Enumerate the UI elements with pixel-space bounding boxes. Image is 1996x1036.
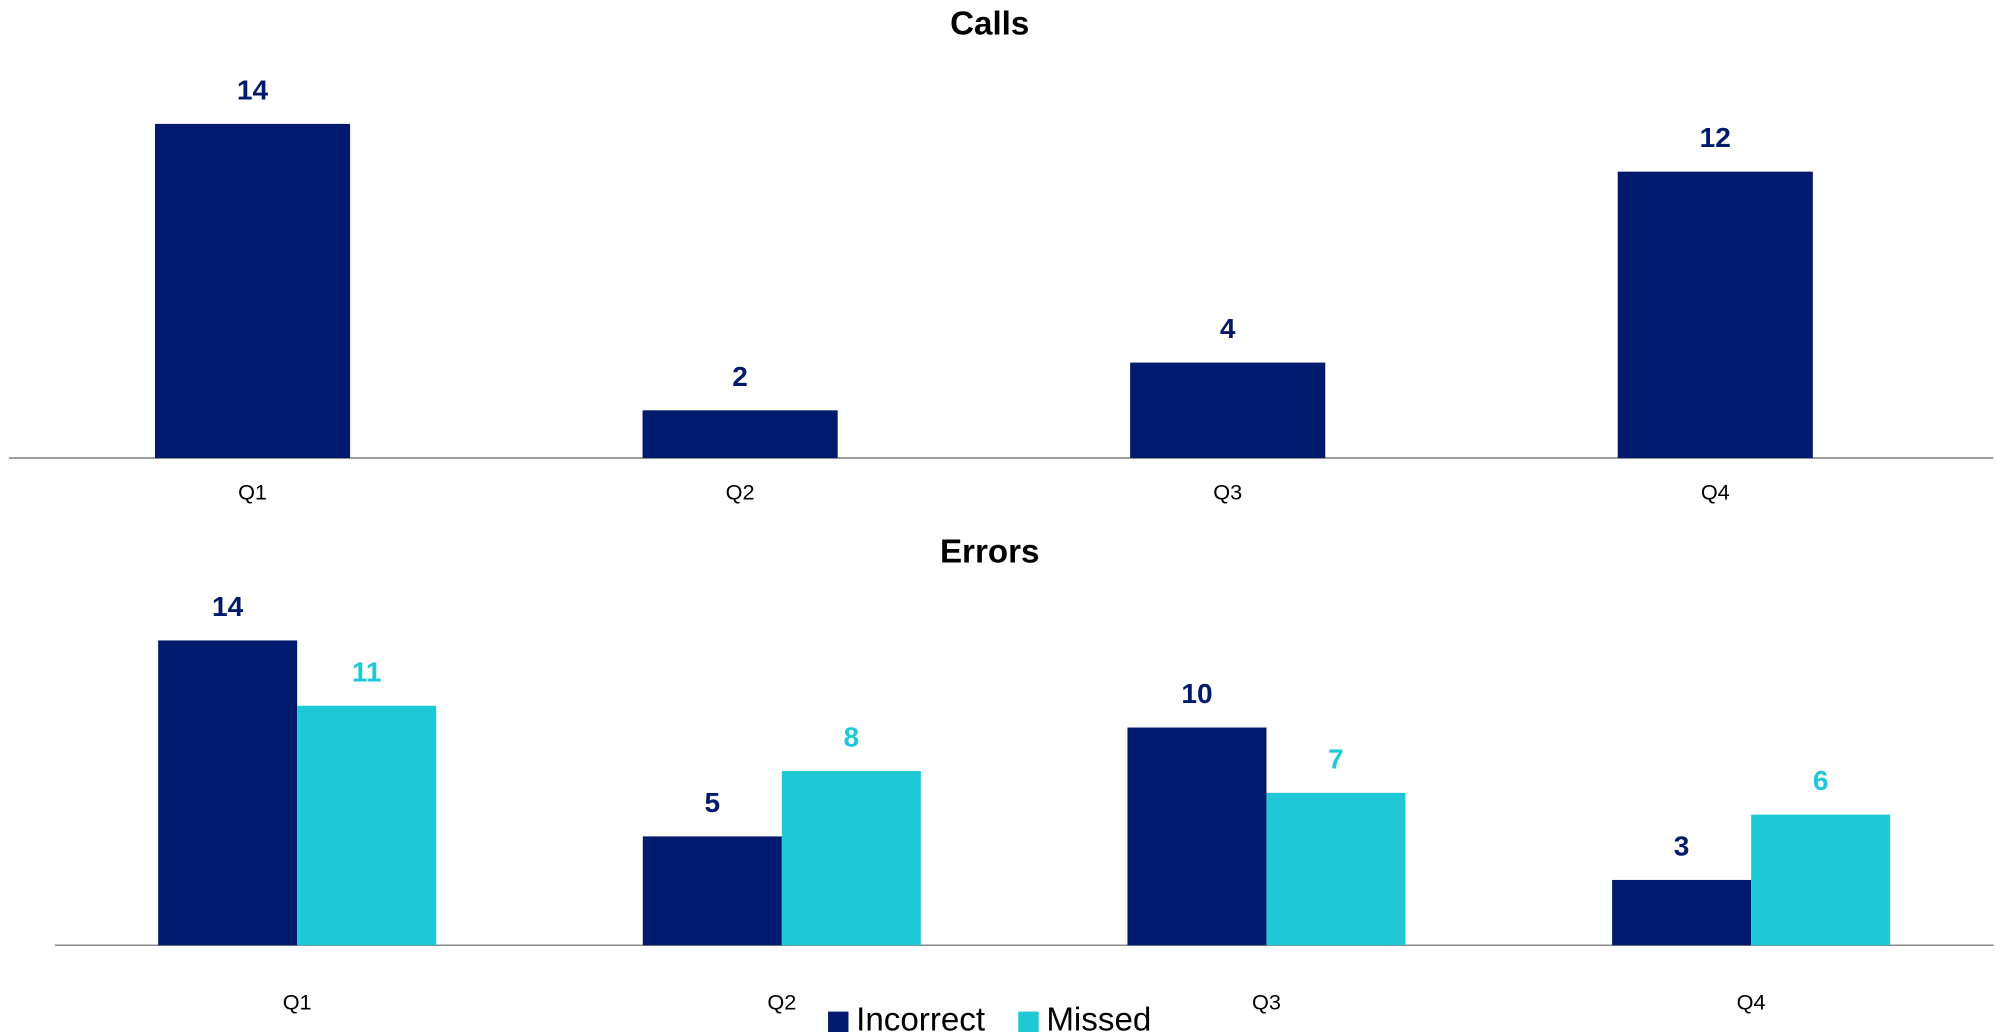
chart-title: Calls <box>950 5 1029 42</box>
x-tick-label: Q1 <box>283 990 312 1015</box>
bar <box>158 640 298 946</box>
bar <box>154 123 351 459</box>
x-tick-label: Q4 <box>1737 990 1766 1015</box>
bar <box>1751 814 1891 946</box>
bar <box>1127 727 1267 946</box>
bar <box>642 836 782 946</box>
data-label: 4 <box>1220 313 1236 344</box>
bar <box>1130 362 1326 459</box>
bar <box>1266 792 1406 946</box>
data-label: 6 <box>1813 765 1829 796</box>
x-tick-label: Q3 <box>1213 480 1242 505</box>
legend-label: Missed <box>1046 1002 1151 1036</box>
bar <box>642 410 838 459</box>
x-tick-label: Q2 <box>767 990 796 1015</box>
bar <box>781 771 921 946</box>
x-tick-label: Q1 <box>238 480 267 505</box>
chart-title: Errors <box>940 533 1040 570</box>
data-label: 5 <box>705 787 721 818</box>
data-label: 14 <box>237 74 269 105</box>
data-label: 14 <box>212 591 244 622</box>
bar <box>1612 879 1752 946</box>
data-label: 7 <box>1328 743 1344 774</box>
legend-label: Incorrect <box>856 1002 985 1036</box>
legend-swatch <box>828 1011 849 1032</box>
data-label: 10 <box>1181 678 1212 709</box>
legend-swatch <box>1018 1011 1039 1032</box>
x-tick-label: Q2 <box>726 480 755 505</box>
x-tick-label: Q4 <box>1701 480 1730 505</box>
data-label: 11 <box>352 656 382 687</box>
bar <box>297 705 437 946</box>
x-tick-label: Q3 <box>1252 990 1281 1015</box>
data-label: 12 <box>1700 122 1731 153</box>
data-label: 8 <box>844 722 860 753</box>
data-label: 2 <box>732 361 748 392</box>
data-label: 3 <box>1674 830 1690 861</box>
bar <box>1617 171 1813 459</box>
